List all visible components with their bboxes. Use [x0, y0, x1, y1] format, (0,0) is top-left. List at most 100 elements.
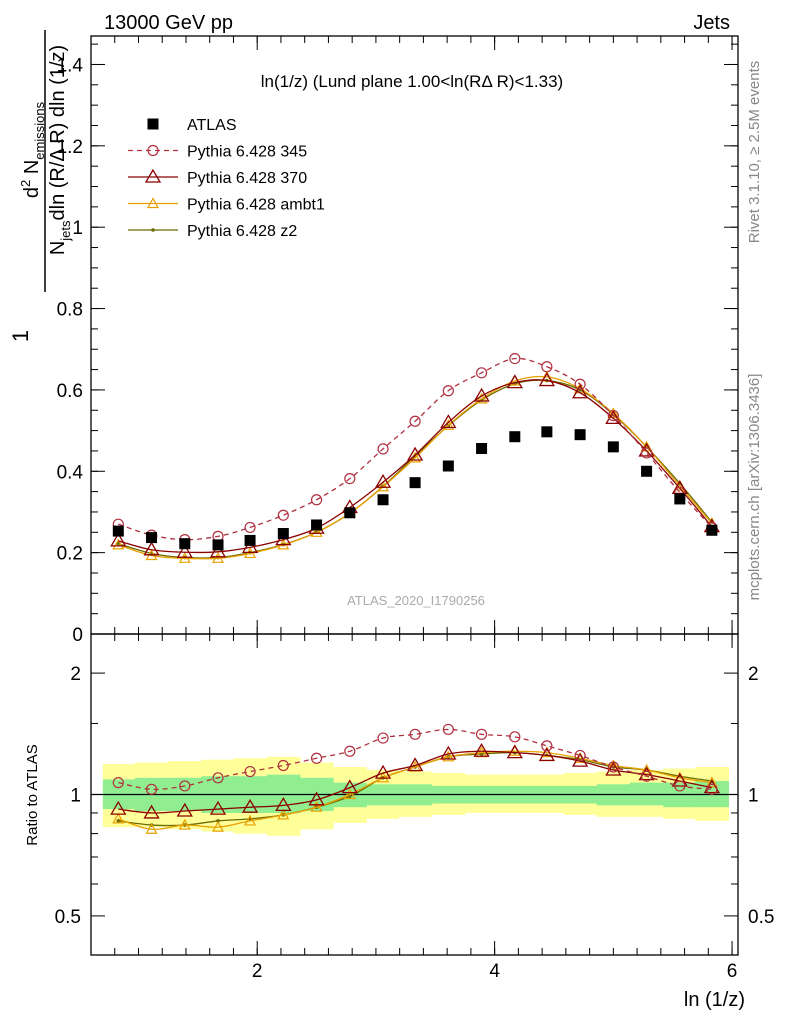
data-point [641, 465, 653, 477]
ratio-data-point [406, 757, 424, 772]
data-point [574, 378, 586, 390]
ratio-data-point [341, 779, 358, 794]
legend-marker [147, 144, 159, 157]
legend-marker [144, 168, 162, 183]
data-point [377, 480, 390, 492]
ratio-data-point [310, 800, 323, 812]
data-point [143, 541, 160, 556]
data-point [541, 426, 553, 438]
header-left: 13000 GeV pp [104, 12, 233, 34]
ratio-data-point [112, 777, 124, 789]
data-point [176, 543, 193, 558]
ratio-data-point [212, 772, 224, 784]
y-tick-label: 1.2 [57, 137, 83, 158]
top-y-axis-label: 1 [8, 330, 33, 342]
data-point [607, 407, 620, 419]
data-point [442, 385, 454, 397]
series-line [118, 379, 713, 559]
data-point [311, 519, 323, 531]
ratio-data-point [178, 818, 191, 830]
data-point [674, 493, 686, 505]
ylabel-den-n: N [47, 241, 69, 255]
ratio-data-point [277, 808, 290, 820]
ratio-y-tick-label-right: 0.5 [748, 907, 774, 928]
data-point [209, 543, 227, 558]
data-point [310, 494, 323, 506]
data-point [277, 528, 289, 540]
legend-marker [146, 197, 160, 209]
legend-label: ATLAS [187, 117, 237, 134]
data-point [146, 532, 158, 544]
mcplots-label: mcplots.cern.ch [arXiv:1306.3436] [746, 374, 763, 601]
ratio-data-point [374, 764, 392, 779]
ratio-y-axis-label: Ratio to ATLAS [24, 744, 41, 845]
legend-marker [151, 228, 155, 232]
ratio-y-tick-label: 1 [70, 786, 81, 807]
ratio-band-inner [266, 774, 301, 813]
data-point [112, 525, 124, 537]
x-tick-label: 4 [489, 961, 500, 982]
ratio-data-point [640, 770, 653, 782]
ylabel-num-n: N [21, 160, 43, 180]
ylabel-den-rest: dln (R/Δ R) dln (1/z) [47, 45, 69, 221]
ratio-data-point [674, 780, 686, 792]
ylabel-den-sub: jets [58, 220, 73, 242]
x-tick-label: 2 [252, 961, 263, 982]
ylabel-num-sub: emissions [32, 101, 47, 159]
data-point [212, 552, 225, 563]
ratio-data-point [310, 752, 323, 764]
ratio-data-point [475, 728, 488, 740]
ylabel-num-d: d [21, 187, 43, 198]
ratio-data-point [509, 731, 521, 743]
data-point [605, 410, 622, 425]
rivet-label: Rivet 3.1.10, ≥ 2.5M events [746, 61, 763, 244]
ratio-y-tick-label-right: 1 [748, 786, 759, 807]
legend-label: Pythia 6.428 z2 [187, 223, 297, 240]
ratio-data-point [116, 819, 121, 823]
ratio-y-tick-label: 0.5 [55, 907, 81, 928]
ratio-data-point [409, 728, 421, 740]
ratio-data-point [143, 804, 160, 819]
ratio-data-point [145, 783, 158, 795]
legend-marker [147, 118, 159, 130]
data-point [244, 521, 256, 534]
series-line [118, 357, 713, 541]
chart-title: ln(1/z) (Lund plane 1.00<ln(RΔ R)<1.33) [261, 72, 563, 91]
top-y-axis-fraction: d2 Nemissions Njetsdln (R/Δ R) dln (1/z) [18, 30, 73, 292]
data-point [571, 384, 589, 399]
data-point [344, 507, 356, 519]
data-point [607, 441, 619, 453]
x-tick-label: 6 [727, 961, 738, 982]
svg-text:d2 Nemissions: d2 Nemissions [18, 101, 47, 198]
svg-text:Njetsdln (R/Δ R) dln (1/z): Njetsdln (R/Δ R) dln (1/z) [47, 45, 73, 255]
ratio-data-point [145, 823, 158, 834]
ratio-data-point [308, 791, 325, 806]
y-tick-label: 0 [72, 625, 83, 646]
ratio-data-point [605, 761, 622, 776]
legend-label: Pythia 6.428 370 [187, 170, 307, 187]
ratio-data-point [706, 783, 718, 795]
data-point [706, 524, 718, 536]
ratio-data-point [440, 745, 457, 760]
ratio-data-point [275, 797, 292, 811]
ratio-data-point [241, 798, 259, 813]
ratio-data-point [541, 740, 553, 752]
ratio-y-tick-label-right: 2 [748, 664, 759, 685]
data-point [212, 539, 224, 551]
ratio-data-point [377, 732, 389, 744]
data-point [406, 446, 424, 461]
data-point [509, 431, 521, 443]
ratio-data-point [442, 723, 454, 736]
data-point [607, 409, 619, 422]
ratio-data-point [110, 800, 127, 815]
ratio-series-line [118, 728, 712, 791]
ratio-data-point [442, 750, 455, 762]
ratio-data-point [506, 744, 523, 759]
header-right: Jets [693, 12, 730, 34]
watermark: ATLAS_2020_I1790256 [347, 593, 485, 608]
data-point [574, 429, 586, 441]
ylabel-one: 1 [8, 330, 33, 342]
ratio-data-point [344, 745, 356, 757]
data-point [475, 367, 488, 379]
